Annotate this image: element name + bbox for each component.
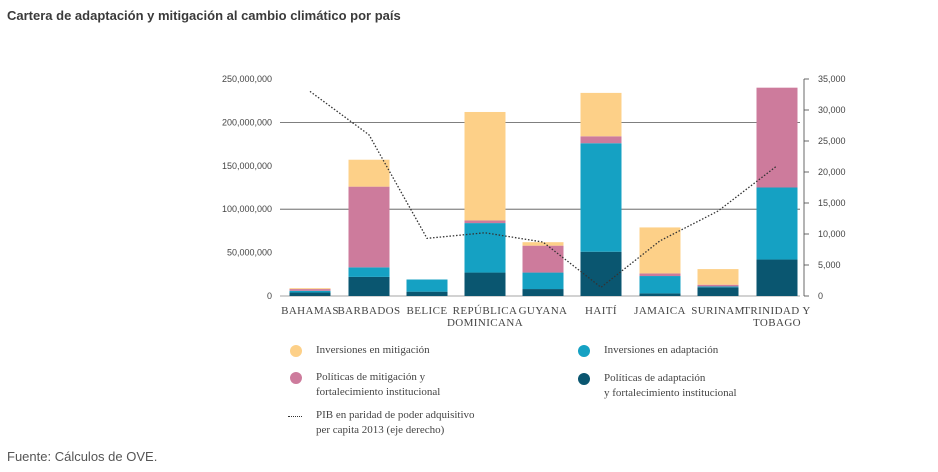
bar-mitigacion	[464, 111, 506, 221]
legend-label: Políticas de adaptación y fortalecimient…	[604, 372, 737, 399]
bar-adaptacion	[406, 279, 448, 292]
legend-swatch	[290, 372, 302, 384]
bar-politicas_mitigacion	[756, 87, 798, 188]
x-category-label-line: BARBADOS	[337, 305, 400, 317]
bar-politicas_adaptacion	[522, 289, 564, 296]
bar-mitigacion	[348, 159, 390, 187]
y2-tick-label: 20,000	[818, 167, 846, 177]
bar-adaptacion	[580, 143, 622, 252]
x-category-label-line: BELICE	[407, 305, 448, 317]
bar-adaptacion	[348, 267, 390, 277]
x-category-label-line: TOBAGO	[753, 317, 801, 329]
legend-label: Políticas de mitigación y fortalecimient…	[316, 371, 441, 398]
x-category-label: REPÚBLICA DOMINICANA	[447, 305, 523, 329]
legend-line-swatch	[288, 416, 302, 417]
pib-line	[309, 90, 778, 289]
bar-politicas_adaptacion	[639, 293, 681, 296]
bar-politicas_adaptacion	[289, 292, 331, 296]
bar-politicas_adaptacion	[697, 287, 739, 296]
x-category-label: SURINAM	[691, 305, 745, 317]
y2-tick-label: 30,000	[818, 105, 846, 115]
bar-mitigacion	[289, 288, 331, 290]
y2-tick-label: 10,000	[818, 229, 846, 239]
bar-adaptacion	[464, 223, 506, 273]
bar-mitigacion	[522, 242, 564, 246]
legend-label: Inversiones en adaptación	[604, 344, 719, 356]
y2-tick-label: 15,000	[818, 198, 846, 208]
y-tick-label: 100,000,000	[222, 204, 272, 214]
x-category-label-line: DOMINICANA	[447, 317, 523, 329]
y-tick-label: 50,000,000	[227, 248, 272, 258]
legend-swatch	[578, 373, 590, 385]
x-category-label: BELICE	[407, 305, 448, 317]
bar-politicas_mitigacion	[580, 136, 622, 144]
legend-label: PIB en paridad de poder adquisitivo per …	[316, 409, 475, 436]
legend-item-mitigacion: Inversiones en mitigación	[290, 343, 430, 358]
legend-swatch	[578, 345, 590, 357]
bar-politicas_adaptacion	[406, 291, 448, 296]
y-tick-label: 0	[267, 291, 272, 301]
legend-item-politicas_mitigacion: Políticas de mitigación y fortalecimient…	[290, 370, 440, 400]
x-category-label: BARBADOS	[337, 305, 400, 317]
bar-adaptacion	[697, 286, 739, 288]
bar-adaptacion	[522, 272, 564, 290]
x-category-label-line: TRINIDAD Y	[743, 305, 810, 317]
x-category-label-line: BAHAMAS	[281, 305, 339, 317]
legend-label: Inversiones en mitigación	[316, 344, 430, 356]
x-category-label: GUYANA	[519, 305, 568, 317]
bar-politicas_mitigacion	[697, 284, 739, 287]
bar-adaptacion	[639, 276, 681, 294]
bar-adaptacion	[289, 290, 331, 293]
bar-politicas_mitigacion	[464, 220, 506, 224]
bar-mitigacion	[639, 227, 681, 274]
legend-item-pib_line: PIB en paridad de poder adquisitivo per …	[288, 408, 475, 438]
x-category-label-line: REPÚBLICA	[453, 305, 518, 317]
bar-politicas_mitigacion	[289, 289, 331, 291]
bar-mitigacion	[580, 92, 622, 137]
bar-politicas_adaptacion	[348, 276, 390, 296]
x-category-label: BAHAMAS	[281, 305, 339, 317]
x-category-label: JAMAICA	[634, 305, 686, 317]
bar-adaptacion	[756, 187, 798, 260]
bar-politicas_adaptacion	[756, 259, 798, 296]
pib-line-path	[309, 90, 778, 289]
bar-politicas_adaptacion	[464, 272, 506, 296]
legend-item-adaptacion: Inversiones en adaptación	[578, 343, 718, 358]
y-axis-left: 0 50,000,000 100,000,000 150,000,000 200,000…	[222, 74, 272, 301]
y2-tick-label: 0	[818, 291, 823, 301]
bar-politicas_mitigacion	[522, 245, 564, 273]
y2-tick-label: 5,000	[818, 260, 841, 270]
bars	[289, 87, 798, 296]
x-category-label-line: SURINAM	[691, 305, 745, 317]
y2-tick-label: 25,000	[818, 136, 846, 146]
y-tick-label: 250,000,000	[222, 74, 272, 84]
x-category-label-line: HAITÍ	[585, 305, 617, 317]
bar-politicas_adaptacion	[580, 251, 622, 296]
bar-politicas_mitigacion	[639, 273, 681, 277]
x-category-label-line: JAMAICA	[634, 305, 686, 317]
chart-title: Cartera de adaptación y mitigación al ca…	[7, 8, 401, 23]
source-note: Fuente: Cálculos de OVE.	[7, 449, 158, 464]
legend-item-politicas_adaptacion: Políticas de adaptación y fortalecimient…	[578, 371, 737, 401]
y2-tick-label: 35,000	[818, 74, 846, 84]
bar-mitigacion	[697, 269, 739, 285]
x-category-label: HAITÍ	[585, 305, 617, 317]
x-category-label: TRINIDAD Y TOBAGO	[743, 305, 810, 329]
legend-swatch	[290, 345, 302, 357]
x-category-label-line: GUYANA	[519, 305, 568, 317]
y-tick-label: 200,000,000	[222, 117, 272, 127]
y-axis-right: 0 5,000 10,000 15,000 20,000 25,000 30,000 35,0…	[803, 74, 846, 301]
y-tick-label: 150,000,000	[222, 161, 272, 171]
bar-politicas_mitigacion	[348, 186, 390, 268]
